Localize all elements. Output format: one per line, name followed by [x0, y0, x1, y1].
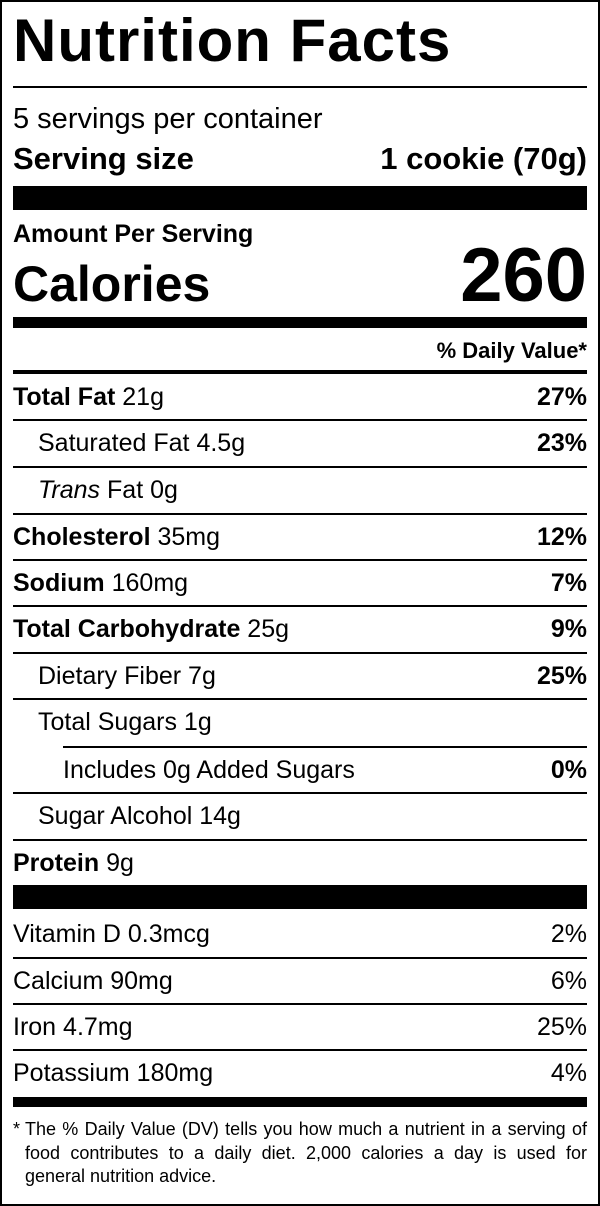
- vitamin: Potassium 180mg: [13, 1059, 213, 1088]
- nutrient: Protein 9g: [13, 849, 134, 878]
- vitamin: Iron 4.7mg: [13, 1013, 133, 1042]
- nutrient: Cholesterol 35mg: [13, 523, 220, 552]
- daily-value: 7%: [550, 568, 587, 597]
- amount: 25g: [247, 614, 290, 643]
- nutrient-name: Protein: [13, 848, 100, 877]
- serving-size-value: 1 cookie (70g): [380, 141, 587, 176]
- vitamin: Vitamin D 0.3mcg: [13, 920, 210, 949]
- nutrient-name: Total Carbohydrate: [13, 614, 241, 643]
- daily-value: 25%: [536, 1012, 587, 1041]
- nutrient-name: Total Fat: [13, 382, 116, 411]
- nutrient: Sodium 160mg: [13, 569, 188, 598]
- nutrient-row: Saturated Fat 4.5g 23%: [13, 419, 587, 465]
- nutrient-row: Cholesterol 35mg 12%: [13, 513, 587, 559]
- thick-bar: [13, 885, 587, 909]
- nutrient: Total Carbohydrate 25g: [13, 615, 289, 644]
- nutrient-row: Sodium 160mg 7%: [13, 559, 587, 605]
- nutrient-name: Sodium: [13, 568, 105, 597]
- calories-label: Calories: [13, 256, 211, 312]
- vitamin-name: Iron: [13, 1012, 57, 1041]
- daily-value: 25%: [536, 661, 587, 690]
- nutrient-row: Sugar Alcohol 14g: [13, 792, 587, 838]
- amount: 0.3mcg: [127, 919, 210, 948]
- nutrient: Includes 0g Added Sugars: [63, 756, 355, 785]
- amount: 9g: [106, 848, 134, 877]
- daily-value: 2%: [550, 919, 587, 948]
- vitamin-name: Vitamin D: [13, 919, 121, 948]
- vitamin-row: Iron 4.7mg 25%: [13, 1003, 587, 1049]
- amount: 4.7mg: [63, 1012, 133, 1041]
- vitamin-name: Potassium: [13, 1058, 130, 1087]
- nutrient: Dietary Fiber 7g: [13, 662, 216, 691]
- amount: 21g: [122, 382, 164, 411]
- amount-per-serving: Amount Per Serving: [13, 220, 254, 248]
- amount: 7g: [188, 661, 216, 690]
- nutrient-name: Total Sugars: [38, 707, 177, 736]
- footnote: * The % Daily Value (DV) tells you how m…: [13, 1118, 587, 1189]
- footnote-marker: *: [13, 1119, 21, 1139]
- daily-value: 0%: [550, 755, 587, 784]
- rule: [13, 86, 587, 88]
- vitamin-row: Vitamin D 0.3mcg 2%: [13, 911, 587, 957]
- vitamin-row: Calcium 90mg 6%: [13, 957, 587, 1003]
- daily-value: 27%: [536, 382, 587, 411]
- amount: 35mg: [157, 522, 221, 551]
- footnote-text: The % Daily Value (DV) tells you how muc…: [25, 1119, 587, 1186]
- nutrient: Total Fat 21g: [13, 383, 164, 412]
- nutrient-row: Dietary Fiber 7g 25%: [13, 652, 587, 698]
- nutrient: Trans Fat 0g: [13, 476, 178, 505]
- nutrient: Sugar Alcohol 14g: [13, 802, 241, 831]
- nutrient-name: Cholesterol: [13, 522, 151, 551]
- amount: 180mg: [136, 1058, 214, 1087]
- amount: 14g: [199, 801, 241, 830]
- nutrient-name-italic: Trans: [38, 475, 101, 504]
- nutrient: Total Sugars 1g: [13, 708, 212, 737]
- nutrient-name: Fat: [107, 475, 144, 504]
- daily-value: 4%: [550, 1058, 587, 1087]
- calories: Calories 260: [13, 238, 587, 314]
- title: Nutrition Facts: [13, 7, 452, 74]
- nutrient-row: Total Fat 21g 27%: [13, 374, 587, 420]
- nutrient-row: Total Sugars 1g: [13, 698, 587, 744]
- daily-value: 9%: [550, 614, 587, 643]
- rule: [13, 370, 587, 374]
- thick-bar: [13, 186, 587, 210]
- daily-value: 23%: [536, 428, 587, 457]
- amount: 0g: [150, 475, 178, 504]
- daily-value: 12%: [536, 522, 587, 551]
- nutrient-row: Total Carbohydrate 25g 9%: [13, 605, 587, 651]
- daily-value: 6%: [550, 966, 587, 995]
- vitamin-name: Calcium: [13, 966, 104, 995]
- nutrient-row: Trans Fat 0g: [13, 466, 587, 512]
- amount: 1g: [183, 707, 212, 736]
- vitamin-row: Potassium 180mg 4%: [13, 1049, 587, 1095]
- servings: 5 servings per container: [13, 103, 323, 135]
- medium-bar: [13, 1097, 587, 1107]
- dv-heading: % Daily Value*: [436, 338, 587, 363]
- calories-value: 260: [460, 233, 587, 318]
- vitamin: Calcium 90mg: [13, 967, 173, 996]
- nutrient-name: Dietary Fiber: [38, 661, 182, 690]
- nutrient-name: Saturated Fat: [38, 428, 190, 457]
- nutrient-row: Protein 9g: [13, 839, 587, 885]
- amount: 160mg: [111, 568, 189, 597]
- nutrient-row: Includes 0g Added Sugars 0%: [63, 746, 587, 792]
- nutrient-name: Sugar Alcohol: [38, 801, 193, 830]
- nutrient-name: Includes 0g Added Sugars: [63, 755, 355, 784]
- serving-size: Serving size 1 cookie (70g): [13, 141, 587, 177]
- medium-bar: [13, 317, 587, 328]
- nutrient: Saturated Fat 4.5g: [13, 429, 245, 458]
- serving-size-label: Serving size: [13, 141, 194, 176]
- amount: 90mg: [110, 966, 173, 995]
- amount: 4.5g: [196, 428, 246, 457]
